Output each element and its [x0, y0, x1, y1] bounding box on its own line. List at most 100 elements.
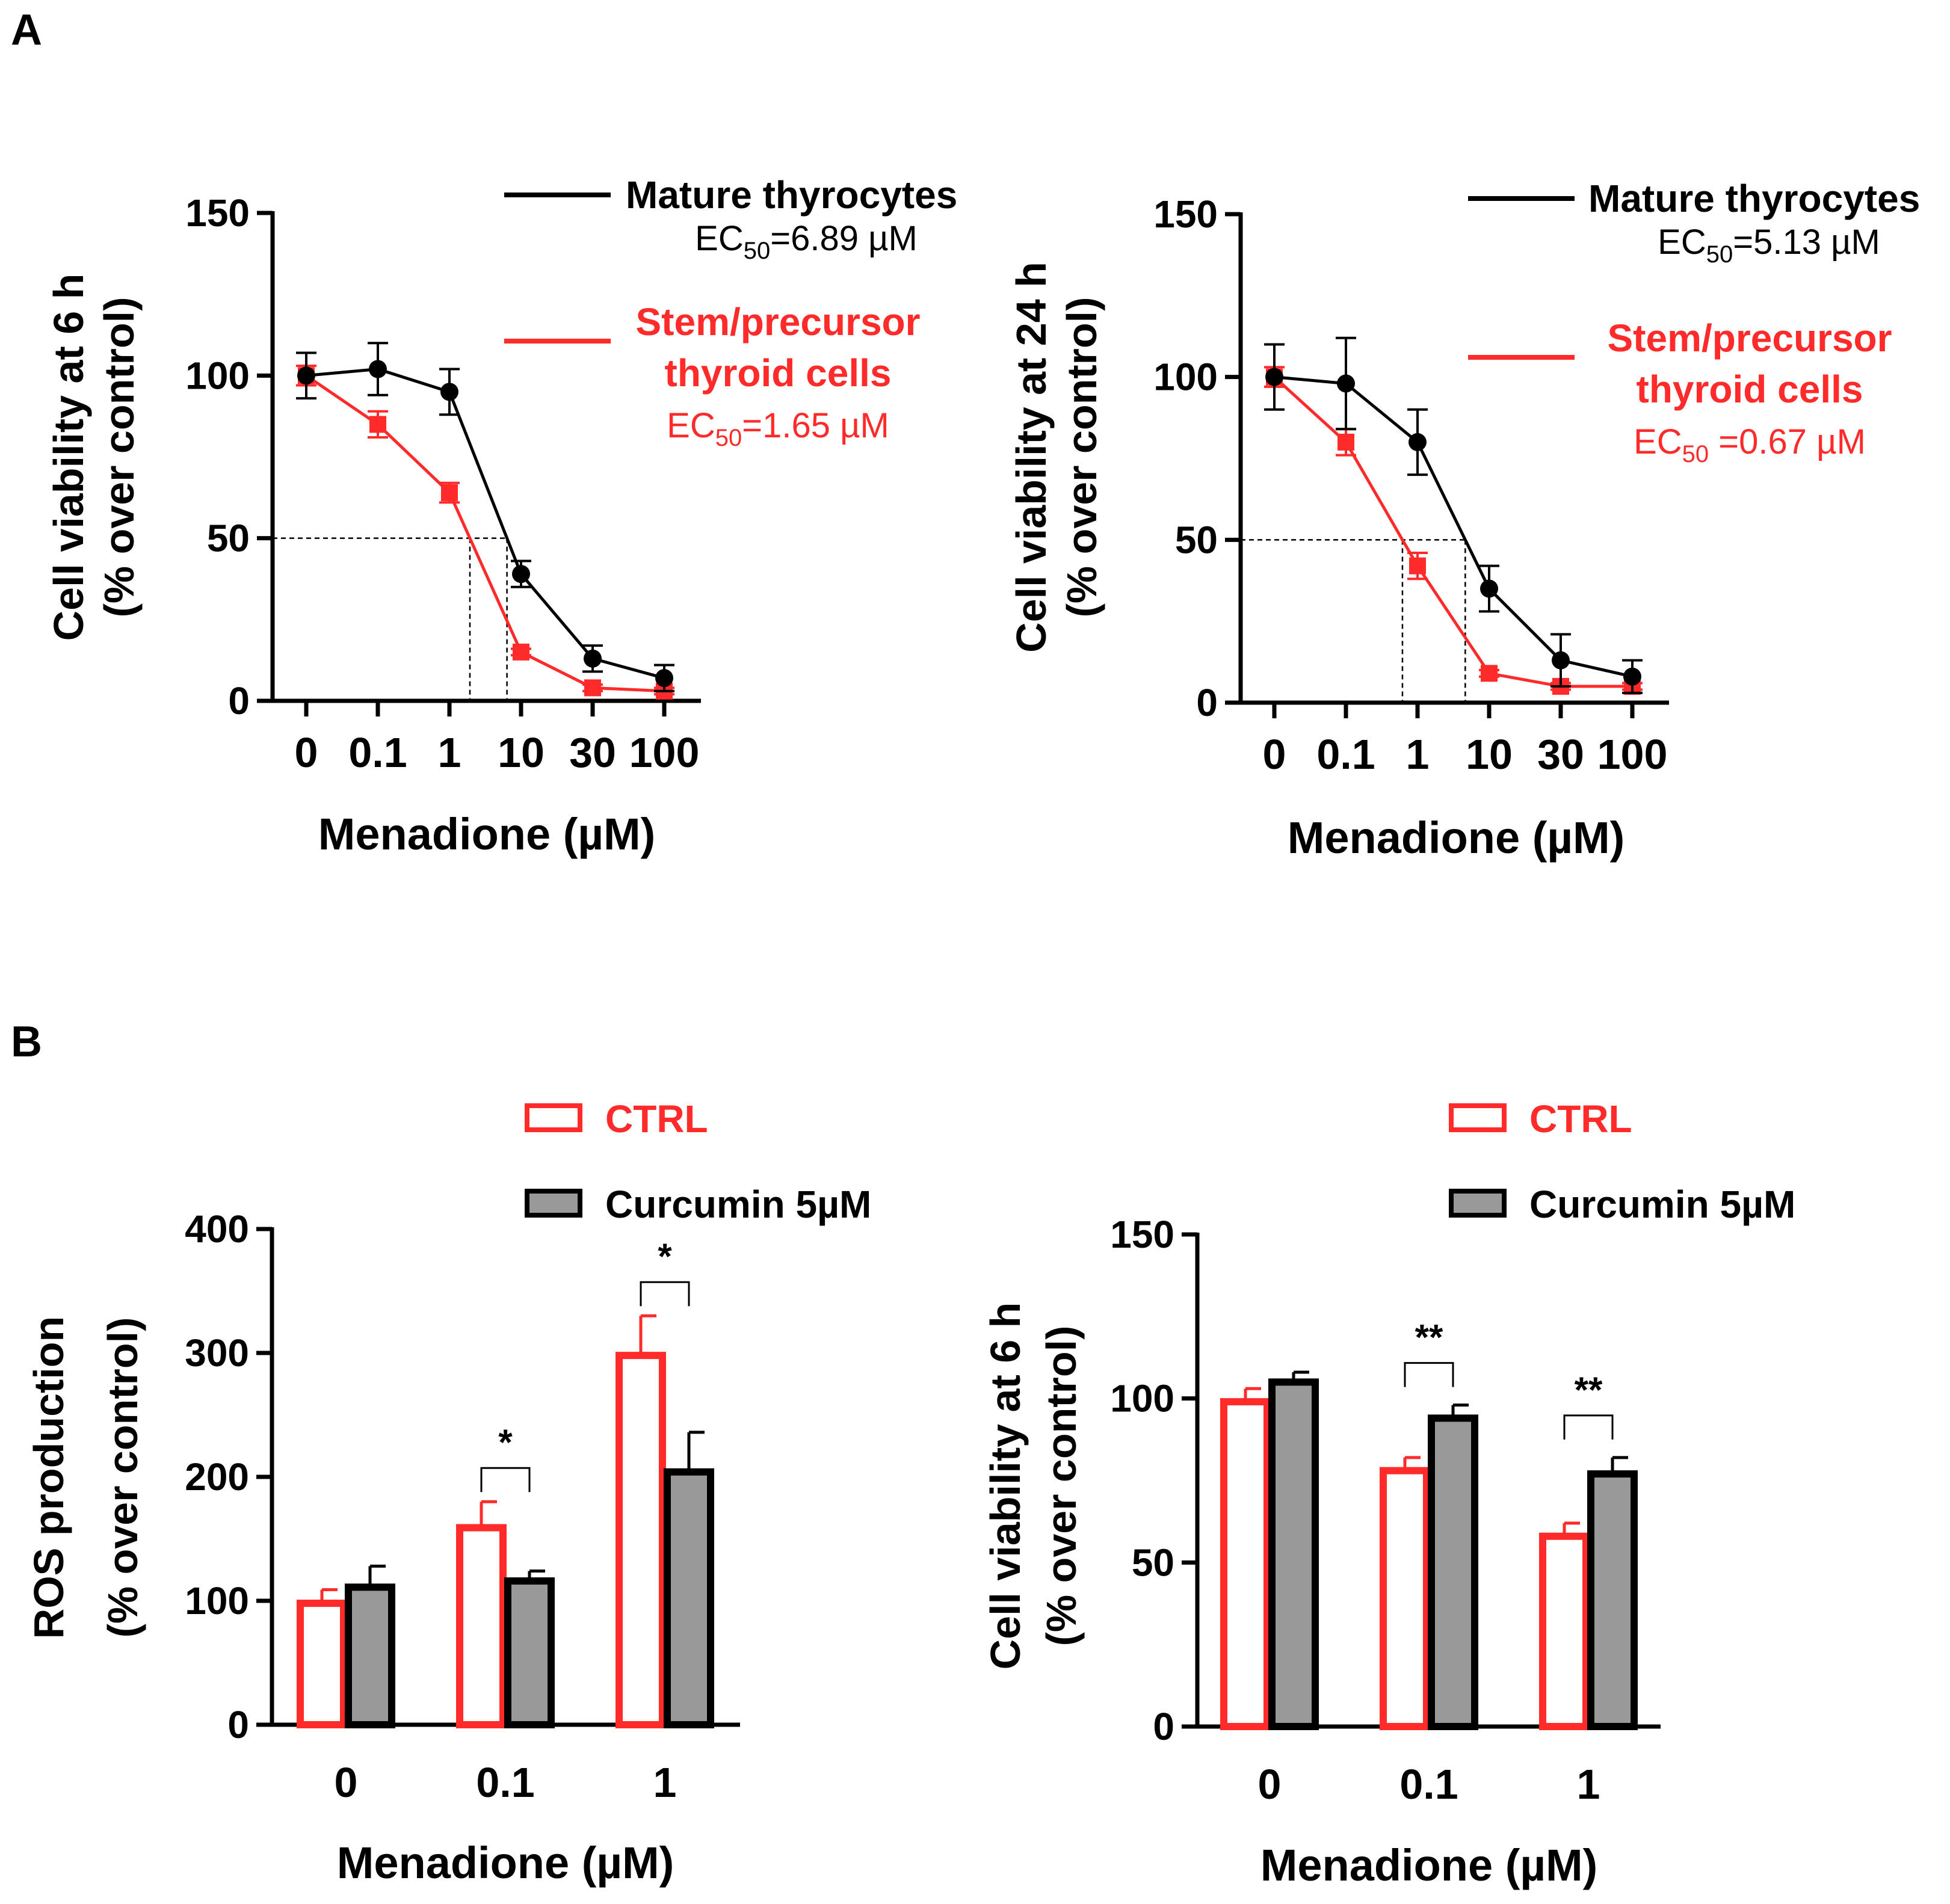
legend-label-ctrl: CTRL — [605, 1097, 708, 1141]
chart-cell-viability-6h-bars: 0 50 100 150 Menadione (µM) Cell viability at… — [982, 1097, 1795, 1890]
x-axis-label: Menadione (µM) — [318, 809, 656, 859]
ec-value: =0.67 µM — [1709, 422, 1866, 461]
x-tick-label: 0.1 — [1316, 731, 1375, 778]
bar-curcumin — [1587, 1470, 1638, 1730]
y-axis-label-units: (% over control) — [99, 1317, 146, 1638]
y-axis-label: Cell viability at 24 h — [1008, 262, 1055, 653]
y-tick-label: 50 — [1175, 518, 1218, 561]
bar-ctrl — [1220, 1398, 1271, 1731]
significance-bracket — [640, 1281, 690, 1307]
legend-label-mature: Mature thyrocytes — [626, 173, 957, 217]
data-point — [513, 643, 529, 661]
data-point — [655, 669, 673, 688]
series-line — [1274, 375, 1633, 679]
y-tick-label: 150 — [185, 191, 250, 235]
legend-ec50-stem: EC50=1.65 µM — [667, 406, 889, 451]
bar-ctrl — [616, 1352, 666, 1729]
y-tick-label: 200 — [185, 1455, 249, 1499]
x-tick-label: 0.1 — [476, 1759, 534, 1806]
y-tick-label: 150 — [1153, 193, 1218, 236]
significance-bracket — [480, 1467, 531, 1493]
legend-label-stem-2: thyroid cells — [665, 351, 892, 395]
x-tick-label: 1 — [653, 1759, 677, 1806]
x-tick-label: 1 — [1406, 731, 1430, 778]
data-point — [1409, 433, 1427, 451]
ec-prefix: EC — [1658, 223, 1706, 262]
ec-value: =1.65 µM — [742, 406, 889, 445]
bar-ctrl — [456, 1524, 507, 1728]
y-tick-label: 100 — [185, 1579, 249, 1622]
legend-ec50-mature: EC50=6.89 µM — [695, 219, 918, 264]
data-point — [369, 360, 387, 378]
y-tick-label: 0 — [1153, 1705, 1174, 1748]
y-tick-label: 100 — [185, 354, 250, 397]
legend-label-curcumin: Curcumin 5µM — [605, 1183, 871, 1226]
legend-label-stem: Stem/precursor — [635, 300, 920, 344]
legend-swatch-curcumin — [525, 1189, 582, 1218]
data-point — [1265, 368, 1283, 386]
ec-prefix: EC — [667, 406, 715, 445]
series-line — [306, 367, 665, 680]
data-point — [584, 649, 602, 668]
x-axis-label: Menadione (µM) — [1260, 1840, 1598, 1890]
bar-curcumin — [504, 1577, 555, 1729]
y-tick-label: 0 — [227, 1703, 249, 1746]
data-point — [1552, 651, 1570, 670]
x-tick-label: 0 — [1258, 1761, 1282, 1808]
legend-ec50-mature: EC50=5.13 µM — [1658, 223, 1880, 268]
significance-label: ** — [1415, 1317, 1443, 1358]
x-axis-label: Menadione (µM) — [337, 1838, 674, 1888]
data-point — [1480, 579, 1498, 598]
y-axis-label: ROS production — [25, 1316, 72, 1639]
bar-curcumin — [664, 1468, 714, 1728]
data-point — [1623, 667, 1641, 686]
data-point — [1409, 557, 1426, 575]
significance-label: ** — [1575, 1370, 1603, 1410]
legend-swatch-ctrl — [1449, 1103, 1507, 1132]
legend-swatch-ctrl — [525, 1103, 582, 1132]
panel-label-b: B — [11, 1018, 42, 1066]
y-tick-label: 400 — [185, 1207, 249, 1251]
y-axis-label: Cell viability at 6 h — [45, 274, 92, 641]
y-tick-label: 100 — [1153, 356, 1218, 399]
y-tick-label: 100 — [1110, 1377, 1174, 1420]
ec-subscript: 50 — [1682, 441, 1709, 467]
data-point — [297, 366, 315, 385]
significance-bracket — [1563, 1414, 1614, 1440]
series-line — [305, 374, 665, 693]
y-tick-label: 300 — [185, 1331, 249, 1375]
series-line — [1273, 375, 1632, 688]
legend-label-ctrl: CTRL — [1529, 1097, 1632, 1141]
ec-value: =5.13 µM — [1733, 223, 1880, 262]
data-point — [584, 679, 601, 697]
legend-swatch-curcumin — [1449, 1189, 1507, 1218]
y-axis-label-units: (% over control) — [1058, 297, 1105, 618]
x-tick-label: 10 — [1466, 731, 1513, 778]
y-tick-label: 50 — [207, 517, 250, 560]
x-tick-label: 0.1 — [348, 729, 407, 776]
x-tick-label: 0 — [295, 729, 318, 776]
bar-curcumin — [1268, 1378, 1319, 1730]
y-axis-label: Cell viability at 6 h — [982, 1302, 1029, 1670]
data-point — [512, 565, 530, 584]
bar-ctrl — [1539, 1532, 1590, 1731]
bar-curcumin — [1428, 1414, 1478, 1731]
ec-prefix: EC — [695, 219, 744, 258]
legend-label-mature: Mature thyrocytes — [1588, 177, 1920, 220]
legend-label-stem: Stem/precursor — [1607, 316, 1892, 360]
y-axis-label-units: (% over control) — [96, 297, 143, 618]
data-point — [441, 484, 458, 501]
legend-label-stem-2: thyroid cells — [1637, 368, 1863, 411]
bar-ctrl — [1380, 1467, 1430, 1730]
legend-ec50-stem: EC50 =0.67 µM — [1634, 422, 1866, 467]
x-tick-label: 0 — [335, 1759, 358, 1806]
x-tick-label: 10 — [498, 729, 545, 776]
ec-subscript: 50 — [744, 238, 771, 264]
x-tick-label: 1 — [438, 729, 461, 776]
data-point — [369, 416, 386, 433]
y-tick-label: 150 — [1110, 1213, 1174, 1256]
x-axis-label: Menadione (µM) — [1288, 813, 1625, 863]
chart-ros-production-bars: 0 100 200 300 400 Menadione (µM) ROS productio… — [25, 1097, 871, 1888]
